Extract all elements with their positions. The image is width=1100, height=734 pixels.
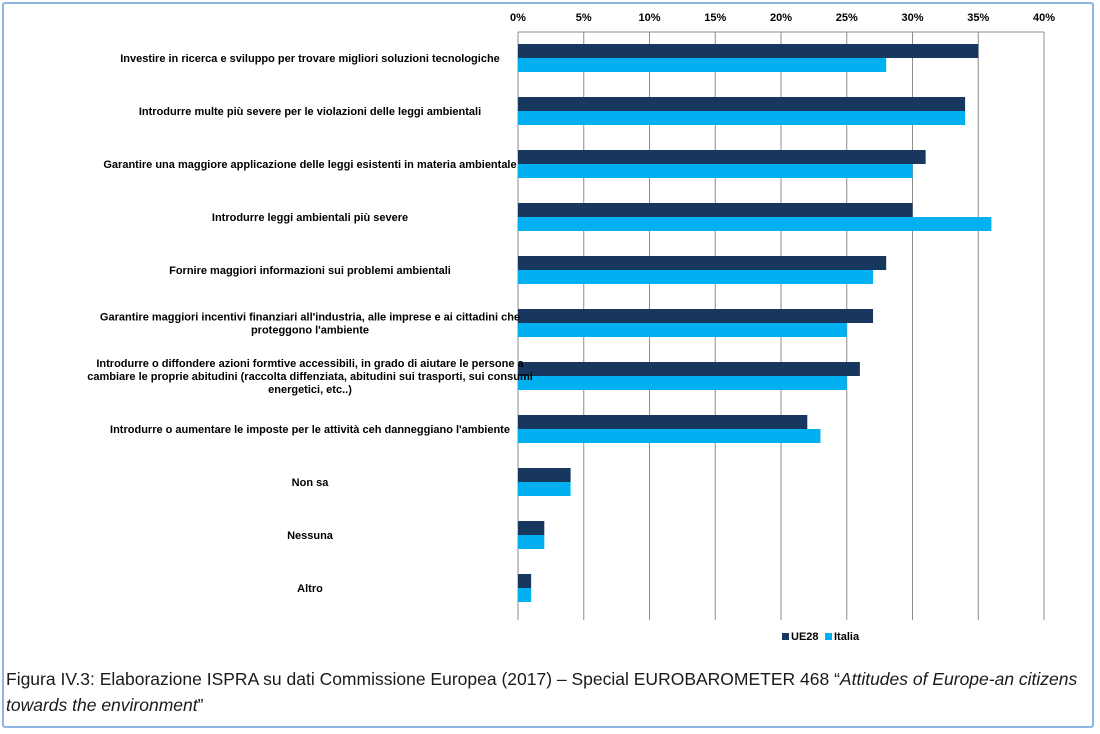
category-label-line: Introdurre o aumentare le imposte per le… — [110, 424, 510, 436]
bar-italia — [518, 323, 847, 337]
category-label: Garantire maggiori incentivi finanziari … — [100, 312, 520, 337]
figure-caption: Figura IV.3: Elaborazione ISPRA su dati … — [6, 666, 1090, 718]
bar-italia — [518, 111, 966, 125]
category-label-line: Introdurre multe più severe per le viola… — [139, 106, 481, 118]
category-label-line: Fornire maggiori informazioni sui proble… — [169, 265, 451, 277]
x-tick-label: 30% — [901, 12, 923, 24]
bar-italia — [518, 376, 847, 390]
x-tick-label: 5% — [576, 12, 592, 24]
bar-ue28 — [518, 309, 874, 323]
bar-italia — [518, 270, 874, 284]
bar-ue28 — [518, 97, 966, 111]
category-label: Investire in ricerca e sviluppo per trov… — [120, 53, 500, 65]
category-label-line: Altro — [297, 583, 323, 595]
x-tick-label: 40% — [1033, 12, 1055, 24]
legend-swatch — [825, 633, 832, 640]
category-label: Fornire maggiori informazioni sui proble… — [169, 265, 451, 277]
category-label: Introdurre o diffondere azioni formtive … — [87, 358, 533, 396]
x-tick-label: 20% — [770, 12, 792, 24]
legend-swatch — [782, 633, 789, 640]
category-label: Non sa — [292, 477, 330, 489]
bar-italia — [518, 217, 992, 231]
bar-ue28 — [518, 415, 808, 429]
category-label: Introdurre o aumentare le imposte per le… — [110, 424, 510, 436]
bar-ue28 — [518, 203, 913, 217]
bar-italia — [518, 58, 887, 72]
category-label: Introdurre leggi ambientali più severe — [212, 212, 408, 224]
caption-italic-title: Attitudes of Europe-an citizens towards … — [6, 669, 1078, 715]
bar-ue28 — [518, 574, 532, 588]
category-label-line: Introdurre leggi ambientali più severe — [212, 212, 408, 224]
bar-ue28 — [518, 150, 926, 164]
x-tick-label: 15% — [704, 12, 726, 24]
bar-ue28 — [518, 44, 979, 58]
category-label-line: Garantire una maggiore applicazione dell… — [103, 159, 516, 171]
bar-italia — [518, 429, 821, 443]
bar-italia — [518, 482, 571, 496]
bar-italia — [518, 164, 913, 178]
category-label-line: Nessuna — [287, 530, 334, 542]
bars-layer — [518, 44, 992, 602]
category-label-line: energetici, etc..) — [268, 384, 352, 396]
bar-ue28 — [518, 468, 571, 482]
category-label: Introdurre multe più severe per le viola… — [139, 106, 481, 118]
bar-chart: 0% 5% 10% 15% 20% 25% 30% 35% 40% Investire in r… — [87, 12, 1055, 643]
category-label: Altro — [297, 583, 323, 595]
category-labels: Investire in ricerca e sviluppo per trov… — [87, 53, 533, 595]
category-label-line: Introdurre o diffondere azioni formtive … — [96, 358, 524, 370]
legend-label: UE28 — [791, 631, 819, 643]
caption-close-quote: ” — [197, 695, 204, 715]
x-tick-label: 35% — [967, 12, 989, 24]
category-label-line: Garantire maggiori incentivi finanziari … — [100, 312, 520, 324]
category-label-line: cambiare le proprie abitudini (raccolta … — [87, 371, 533, 383]
x-tick-label: 10% — [638, 12, 660, 24]
caption-text: Figura IV.3: Elaborazione ISPRA su dati … — [6, 669, 840, 689]
tick-labels: 0% 5% 10% 15% 20% 25% 30% 35% 40% — [510, 12, 1055, 24]
legend: UE28 Italia — [782, 631, 860, 643]
category-label: Garantire una maggiore applicazione dell… — [103, 159, 516, 171]
legend-label: Italia — [834, 631, 860, 643]
category-label-line: Non sa — [292, 477, 330, 489]
x-tick-label: 0% — [510, 12, 526, 24]
category-label: Nessuna — [287, 530, 334, 542]
category-label-line: Investire in ricerca e sviluppo per trov… — [120, 53, 500, 65]
category-label-line: proteggono l'ambiente — [251, 325, 369, 337]
bar-italia — [518, 535, 545, 549]
bar-ue28 — [518, 521, 545, 535]
bar-ue28 — [518, 256, 887, 270]
bar-italia — [518, 588, 532, 602]
x-tick-label: 25% — [836, 12, 858, 24]
bar-ue28 — [518, 362, 860, 376]
